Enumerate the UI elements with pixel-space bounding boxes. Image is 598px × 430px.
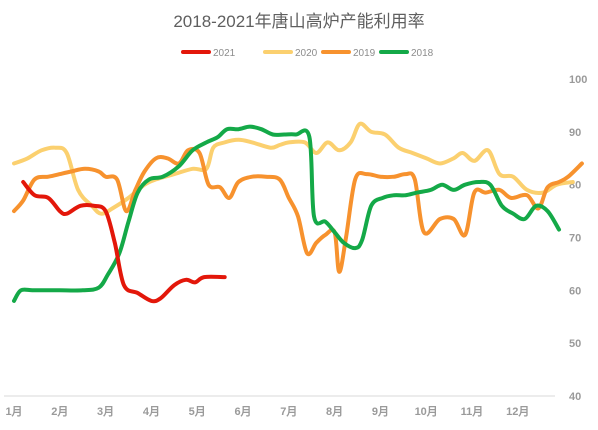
- x-tick-label: 12月: [506, 405, 529, 418]
- x-axis: 1月 2月 3月 4月 5月 6月 7月 8月 9月 10月 11月 12月: [4, 395, 555, 418]
- x-tick-label: 5月: [189, 405, 206, 418]
- x-tick-label: 11月: [461, 405, 484, 418]
- y-tick-label: 70: [569, 233, 581, 245]
- series-line-2018: [12, 124, 561, 303]
- x-tick-label: 8月: [326, 405, 343, 418]
- series-line-2020: [12, 121, 575, 216]
- legend-label-2018: 2018: [411, 48, 434, 59]
- y-tick-label: 40: [569, 391, 581, 403]
- x-tick-label: 2月: [51, 405, 68, 418]
- y-tick-label: 60: [569, 285, 581, 297]
- chart-title: 2018-2021年唐山高炉产能利用率: [173, 11, 424, 31]
- chart-legend: 2021 2020 2019 2018: [181, 48, 434, 59]
- legend-label-2019: 2019: [353, 48, 376, 59]
- plot-area: [12, 121, 584, 304]
- legend-label-2021: 2021: [213, 48, 236, 59]
- series-line-2019: [12, 146, 584, 274]
- x-tick-label: 4月: [143, 405, 160, 418]
- x-tick-label: 10月: [415, 405, 438, 418]
- y-tick-label: 100: [569, 74, 587, 86]
- x-tick-label: 6月: [234, 405, 251, 418]
- x-tick-label: 3月: [97, 405, 114, 418]
- series-line-2021: [21, 180, 227, 304]
- x-tick-label: 7月: [280, 405, 297, 418]
- legend-label-2020: 2020: [295, 48, 318, 59]
- x-tick-label: 9月: [372, 405, 389, 418]
- y-tick-label: 50: [569, 338, 581, 350]
- x-tick-label: 1月: [5, 405, 22, 418]
- y-tick-label: 90: [569, 127, 581, 139]
